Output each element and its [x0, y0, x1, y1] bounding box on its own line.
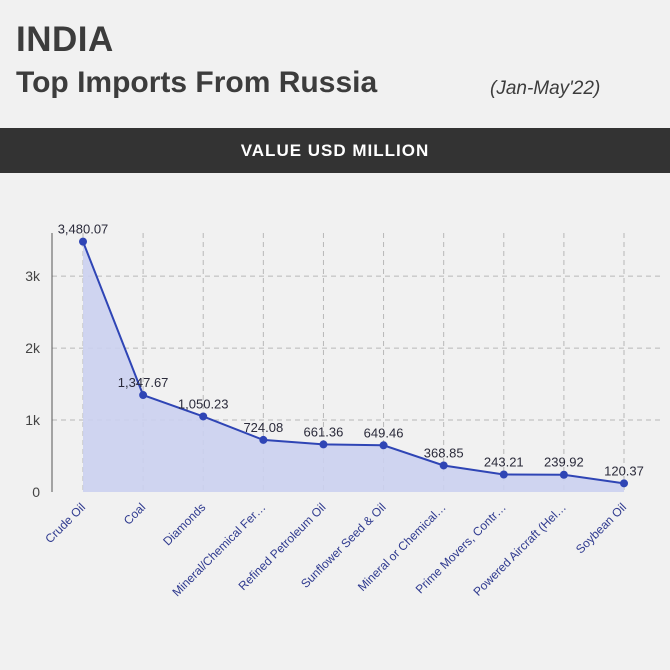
chart-area: 0 1k 2k 3k Crude Oil Coal Diamonds Mineral/Chem…: [0, 173, 670, 665]
data-label: 120.37: [604, 463, 644, 478]
y-tick-label: 3k: [25, 268, 41, 284]
data-label: 649.46: [364, 425, 404, 440]
series-line: [82, 241, 625, 485]
mark-layer: 3,480.07 1,347.67 1,050.23 724.08 661.36 649.…: [58, 222, 644, 488]
data-label: 3,480.07: [58, 222, 109, 237]
data-point: [620, 479, 628, 488]
data-label: 724.08: [243, 420, 283, 435]
data-label: 1,347.67: [118, 375, 169, 390]
data-point: [319, 440, 328, 449]
data-label: 368.85: [424, 445, 464, 460]
y-tick-label: 2k: [25, 340, 41, 356]
x-category-label: Soybean Oil: [573, 500, 629, 556]
data-point: [259, 435, 268, 444]
x-category-label: Crude Oil: [42, 500, 88, 546]
y-tick-label: 0: [32, 484, 40, 500]
area-layer: [82, 241, 625, 492]
data-label: 661.36: [304, 424, 344, 439]
data-label: 1,050.23: [178, 396, 229, 411]
x-category-label: Diamonds: [160, 500, 208, 548]
data-point: [439, 461, 448, 470]
data-point: [559, 470, 568, 479]
page-title: INDIA: [16, 20, 114, 59]
data-label: 243.21: [484, 455, 524, 470]
value-unit-label: VALUE USD MILLION: [240, 140, 430, 160]
header: INDIA Top Imports From Russia (Jan-May'2…: [0, 0, 670, 128]
period-label: (Jan-May'22): [490, 78, 601, 99]
value-unit-band: VALUE USD MILLION: [0, 128, 670, 173]
data-point: [139, 391, 148, 400]
data-point: [79, 237, 87, 246]
data-point: [379, 441, 388, 450]
area-fill: [83, 241, 624, 492]
y-tick-label: 1k: [25, 412, 41, 428]
x-category-label: Coal: [121, 500, 148, 527]
page-subtitle: Top Imports From Russia: [16, 66, 378, 99]
data-point: [199, 412, 208, 421]
data-point: [499, 470, 508, 479]
data-label: 239.92: [544, 455, 584, 470]
